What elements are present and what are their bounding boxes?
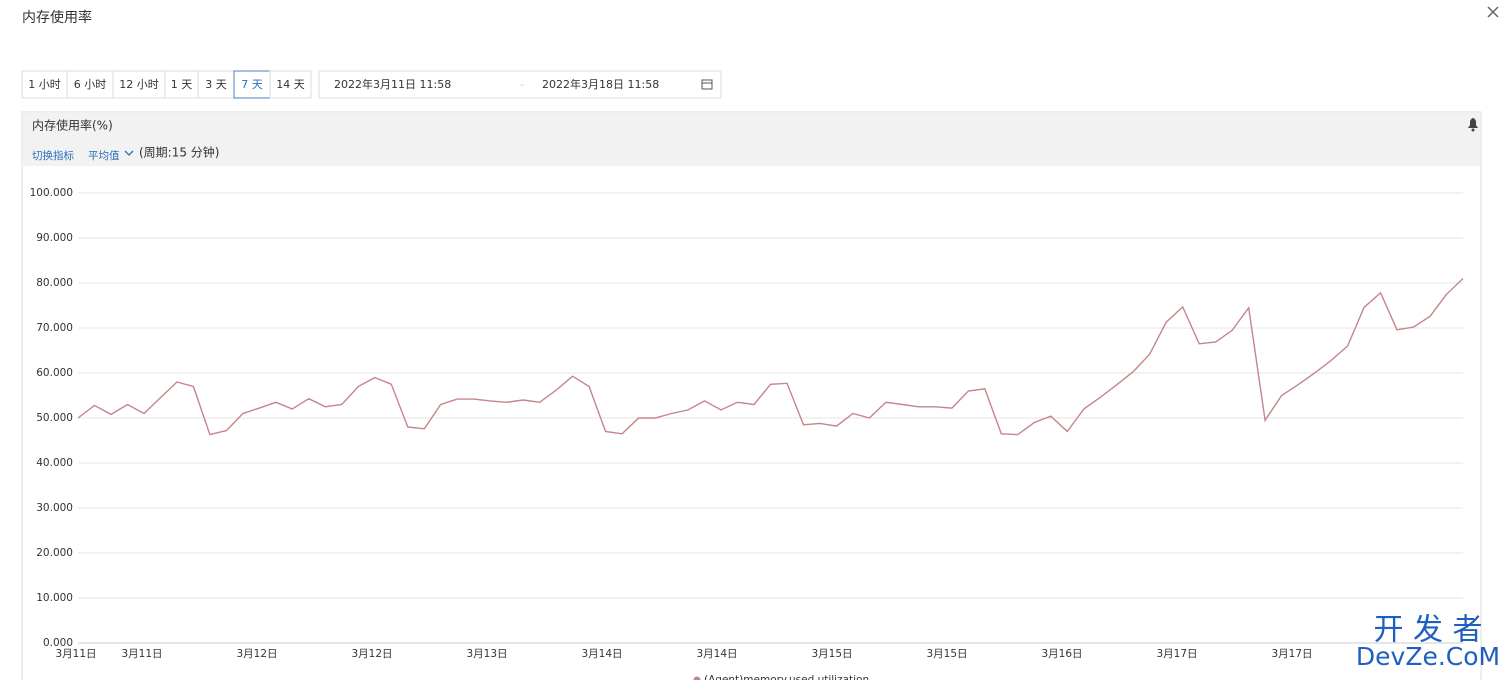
close-button[interactable] (1487, 6, 1499, 18)
time-range-label: 6 小时 (74, 78, 107, 91)
time-range-button[interactable] (112, 70, 166, 99)
y-tick-label: 60.000 (36, 367, 73, 379)
time-range-label: 12 小时 (119, 78, 159, 91)
x-tick-label: 3月11日 (121, 648, 162, 660)
x-tick-label: 3月17日 (1271, 648, 1312, 660)
date-separator: - (520, 80, 524, 91)
watermark-line2: DevZe.CoM (1356, 642, 1500, 671)
x-tick-label: 3月15日 (811, 648, 852, 660)
dialog-title: 内存使用率 (22, 9, 92, 26)
y-tick-label: 50.000 (36, 412, 73, 424)
dropdown-chevron[interactable] (124, 150, 134, 156)
y-tick-label: 100.000 (30, 187, 73, 199)
x-tick-label: 3月13日 (466, 648, 507, 660)
x-tick-label: 3月15日 (926, 648, 967, 660)
y-tick-label: 40.000 (36, 457, 73, 469)
time-range-button[interactable] (269, 70, 312, 99)
time-range-group: 1 小时 6 小时 12 小时 1 天 3 天 7 天 14 天 (21, 70, 312, 99)
date-end: 2022年3月18日 11:58 (542, 77, 659, 91)
legend-label: (Agent)memory.used.utilization (704, 674, 869, 680)
y-tick-label: 30.000 (36, 502, 73, 514)
time-range-label: 14 天 (276, 78, 305, 91)
period-label: (周期:15 分钟) (139, 145, 220, 160)
panel-header (23, 113, 1480, 166)
x-tick-label: 3月12日 (351, 648, 392, 660)
plot-area: 0.000 10.000 20.000 30.000 40.000 50.000 60.00… (30, 187, 1464, 680)
time-range-button[interactable] (197, 70, 235, 99)
x-tick-label: 3月16日 (1041, 648, 1082, 660)
calendar-icon[interactable] (701, 79, 713, 90)
watermark-line1: 开 发 者 (1373, 613, 1482, 648)
time-range-label: 1 天 (171, 78, 193, 91)
y-tick-label: 70.000 (36, 322, 73, 334)
legend-marker (693, 676, 701, 680)
x-tick-label: 3月17日 (1156, 648, 1197, 660)
time-range-label: 3 天 (205, 78, 227, 91)
series-line (77, 277, 1464, 436)
y-tick-label: 10.000 (36, 592, 73, 604)
x-tick-label: 3月14日 (696, 648, 737, 660)
x-tick-label: 3月11日 (55, 648, 96, 660)
y-tick-label: 0.000 (43, 637, 73, 649)
panel-title: 内存使用率(%) (32, 118, 113, 133)
time-range-label: 7 天 (241, 78, 263, 91)
aggregation-select[interactable]: 平均值 (88, 149, 120, 162)
x-tick-label: 3月12日 (236, 648, 277, 660)
date-start: 2022年3月11日 11:58 (334, 77, 451, 91)
alarm-icon[interactable] (1468, 118, 1478, 132)
switch-metric-link[interactable]: 切换指标 (32, 149, 74, 162)
y-tick-label: 80.000 (36, 277, 73, 289)
y-tick-label: 20.000 (36, 547, 73, 559)
y-tick-label: 90.000 (36, 232, 73, 244)
time-range-label: 1 小时 (28, 78, 61, 91)
chart-panel (21, 111, 1482, 680)
x-tick-label: 3月14日 (581, 648, 622, 660)
date-range-input[interactable] (318, 70, 722, 99)
